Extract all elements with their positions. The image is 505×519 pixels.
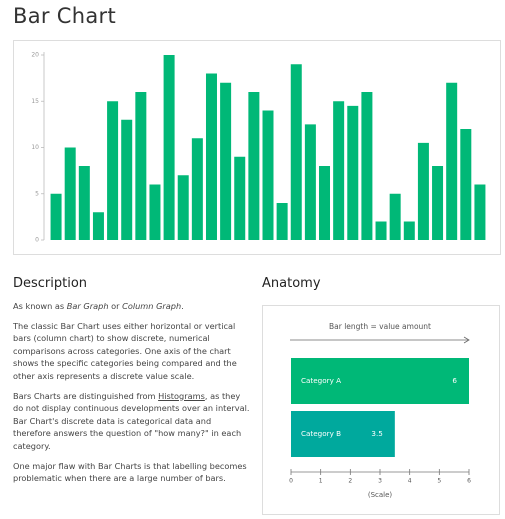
bar <box>290 64 302 240</box>
bar <box>347 105 359 240</box>
text: As known as <box>13 301 67 311</box>
bar <box>403 221 415 240</box>
diagram-frame <box>262 305 500 515</box>
bar <box>220 82 232 240</box>
bar <box>92 212 104 240</box>
text: , as they do not display continuous deve… <box>13 390 250 451</box>
x-tick-label: 1 <box>319 478 323 485</box>
text: or <box>108 301 123 311</box>
y-tick-label: 10 <box>31 144 39 151</box>
category-label: Category B <box>301 429 341 438</box>
y-tick-label: 5 <box>35 190 39 197</box>
bar <box>389 193 401 240</box>
bar <box>304 124 316 240</box>
bar <box>262 110 274 240</box>
x-axis-label: (Scale) <box>368 491 393 499</box>
bar <box>191 138 203 240</box>
x-tick-label: 6 <box>467 478 471 485</box>
bar <box>121 119 133 240</box>
value-label: 6 <box>452 376 457 385</box>
bar <box>432 166 444 240</box>
bar <box>417 142 429 240</box>
bar <box>64 147 76 240</box>
value-label: 3.5 <box>371 429 382 438</box>
bar <box>205 73 217 240</box>
page-title: Bar Chart <box>13 4 116 28</box>
bar <box>474 184 486 240</box>
x-tick-label: 5 <box>437 478 441 485</box>
bar <box>361 92 373 240</box>
category-label: Category A <box>301 376 341 385</box>
x-tick-label: 0 <box>289 478 293 485</box>
y-tick-label: 0 <box>35 237 39 244</box>
diagram-label: Bar length = value amount <box>329 322 431 331</box>
bar-chart: 0 5 10 15 20 <box>13 40 501 255</box>
bar <box>276 203 288 240</box>
bar <box>107 101 119 240</box>
section-heading: Description <box>13 276 88 291</box>
arrow-head <box>463 336 470 344</box>
x-tick-label: 4 <box>408 478 412 485</box>
term: Column Graph <box>122 301 182 311</box>
section-heading: Anatomy <box>262 276 321 291</box>
description: As known as Bar Graph or Column Graph. T… <box>13 300 251 492</box>
paragraph: As known as Bar Graph or Column Graph. <box>13 300 251 313</box>
y-tick-label: 20 <box>31 52 39 59</box>
bar <box>291 411 395 457</box>
bar <box>135 92 147 240</box>
text: . <box>181 301 184 311</box>
bar <box>319 166 331 240</box>
text: Bars Charts are distinguished from <box>13 390 159 401</box>
bar <box>177 175 189 240</box>
paragraph: Bars Charts are distinguished from Histo… <box>13 390 251 453</box>
y-tick-label: 15 <box>31 98 39 105</box>
bar <box>446 82 458 240</box>
x-tick-label: 3 <box>378 478 382 485</box>
bar <box>460 129 472 240</box>
paragraph: One major flaw with Bar Charts is that l… <box>13 460 247 484</box>
term: Bar Graph <box>66 301 109 311</box>
paragraph: The classic Bar Chart uses either horizo… <box>13 320 237 381</box>
bar <box>234 156 246 240</box>
bar <box>78 166 90 240</box>
bar <box>333 101 345 240</box>
anatomy-diagram: Bar length = value amount Category A 6 Cate… <box>262 305 500 515</box>
bar <box>149 184 161 240</box>
x-tick-label: 2 <box>348 478 352 485</box>
bar <box>291 358 469 404</box>
chart-frame <box>13 40 501 255</box>
bar <box>163 55 175 240</box>
bar <box>50 193 62 240</box>
bar <box>375 221 387 240</box>
bar <box>248 92 260 240</box>
link[interactable]: Histograms <box>158 390 205 401</box>
